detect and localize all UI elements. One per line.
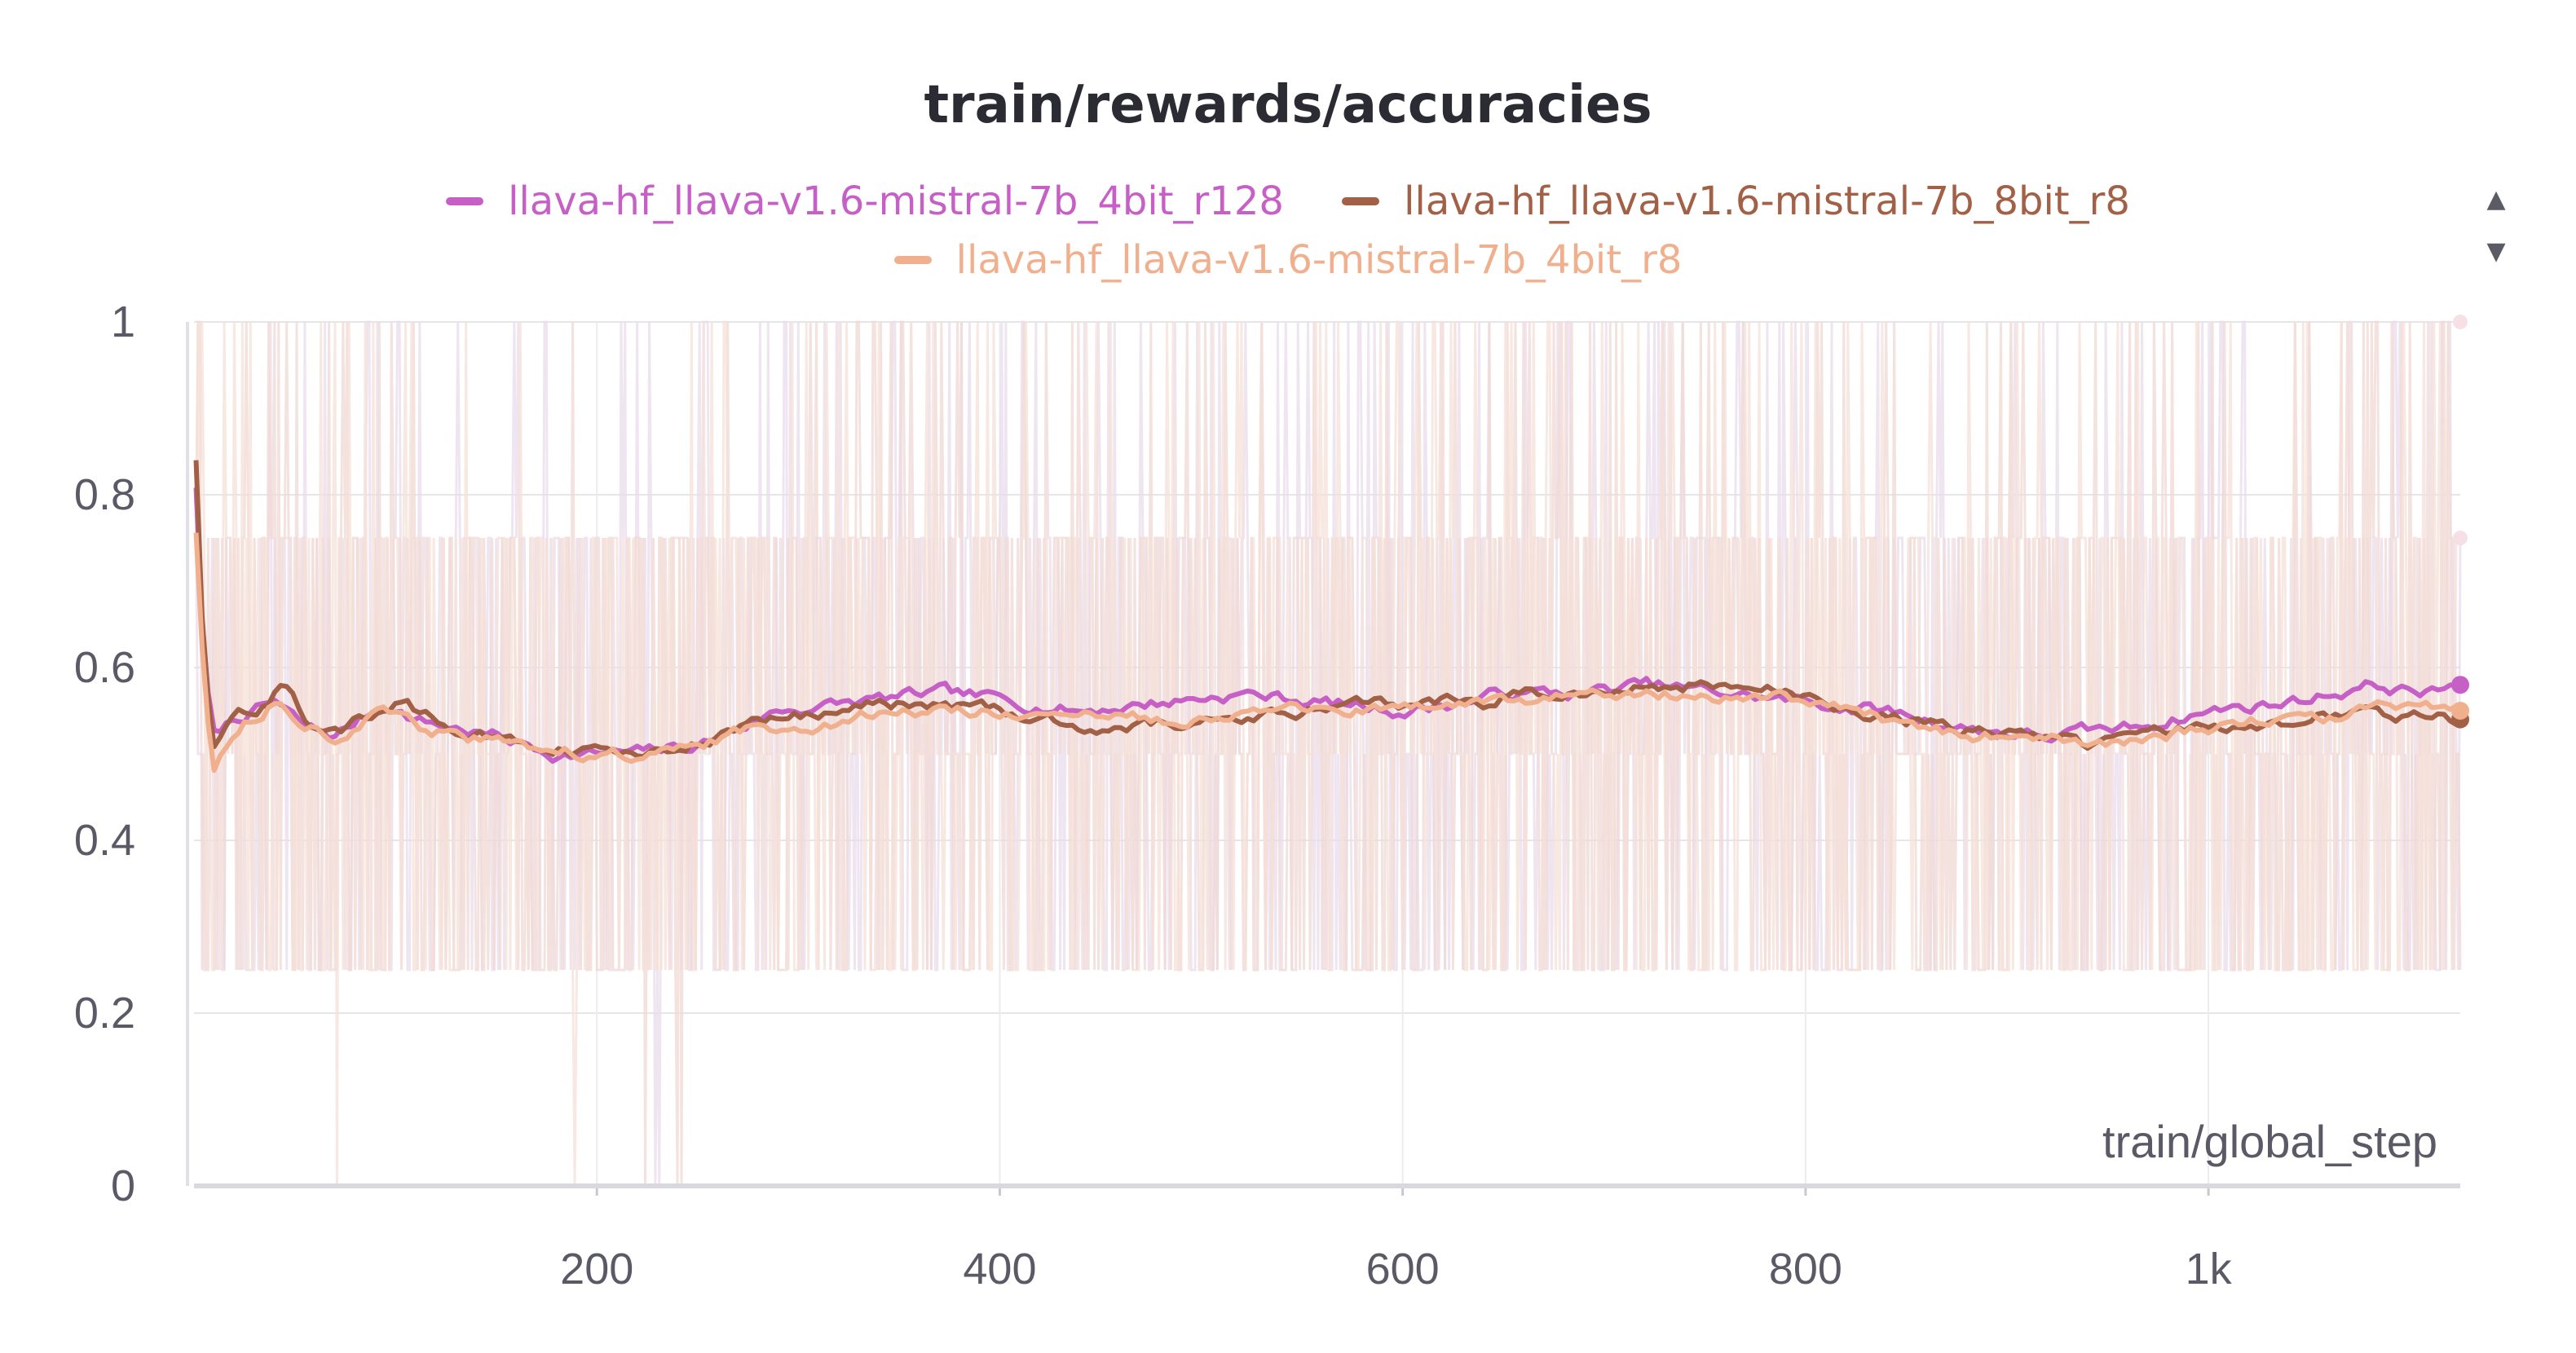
triangle-up-icon: ▲ — [2486, 184, 2506, 214]
x-tick-label: 400 — [963, 1245, 1036, 1294]
legend-label: llava-hf_llava-v1.6-mistral-7b_4bit_r128 — [508, 178, 1284, 224]
series-end-point — [2451, 676, 2469, 694]
legend-row: llava-hf_llava-v1.6-mistral-7b_4bit_r128… — [0, 170, 2576, 224]
y-tick-label: 0.8 — [74, 470, 135, 519]
x-tick-label: 600 — [1366, 1245, 1440, 1294]
raw-end-point — [2453, 315, 2468, 329]
tick-labels: 0 0.2 0.4 0.6 0.8 1 200 400 600 800 1k — [74, 297, 2233, 1294]
y-tick-label: 1 — [111, 297, 135, 346]
legend-swatch — [446, 197, 484, 205]
legend-item-4bit-r8[interactable]: llava-hf_llava-v1.6-mistral-7b_4bit_r8 — [893, 237, 1683, 283]
y-tick-label: 0.4 — [74, 816, 135, 865]
series-end-point — [2451, 702, 2469, 720]
legend-item-8bit-r8[interactable]: llava-hf_llava-v1.6-mistral-7b_8bit_r8 — [1342, 178, 2130, 224]
axes — [186, 322, 2460, 1196]
chart-title: train/rewards/accuracies — [924, 75, 1652, 135]
x-tick-label: 1k — [2186, 1245, 2233, 1294]
legend-label: llava-hf_llava-v1.6-mistral-7b_8bit_r8 — [1404, 178, 2130, 224]
raw-series-layer — [195, 315, 2468, 1187]
y-tick-label: 0.6 — [74, 643, 135, 692]
y-tick-label: 0 — [111, 1161, 135, 1210]
x-tick-label: 200 — [560, 1245, 633, 1294]
raw-series-line — [195, 320, 2462, 1187]
legend-label: llava-hf_llava-v1.6-mistral-7b_4bit_r8 — [955, 237, 1683, 283]
legend-row: llava-hf_llava-v1.6-mistral-7b_4bit_r8 — [0, 228, 2576, 283]
raw-series-line — [195, 320, 2460, 1187]
legend-scroll-down-button[interactable]: ▼ — [2478, 233, 2514, 269]
legend-item-4bit-r128[interactable]: llava-hf_llava-v1.6-mistral-7b_4bit_r128 — [446, 178, 1284, 224]
legend-scroll-up-button[interactable]: ▲ — [2478, 181, 2514, 217]
x-tick-label: 800 — [1769, 1245, 1842, 1294]
raw-end-point — [2453, 531, 2468, 545]
triangle-down-icon: ▼ — [2486, 236, 2506, 266]
smoothed-series-layer — [193, 460, 2469, 773]
series-line — [193, 532, 2458, 773]
y-tick-label: 0.2 — [74, 989, 135, 1038]
x-axis-label: train/global_step — [2102, 1116, 2437, 1167]
legend-swatch — [1342, 197, 1380, 205]
legend-swatch — [893, 256, 932, 264]
